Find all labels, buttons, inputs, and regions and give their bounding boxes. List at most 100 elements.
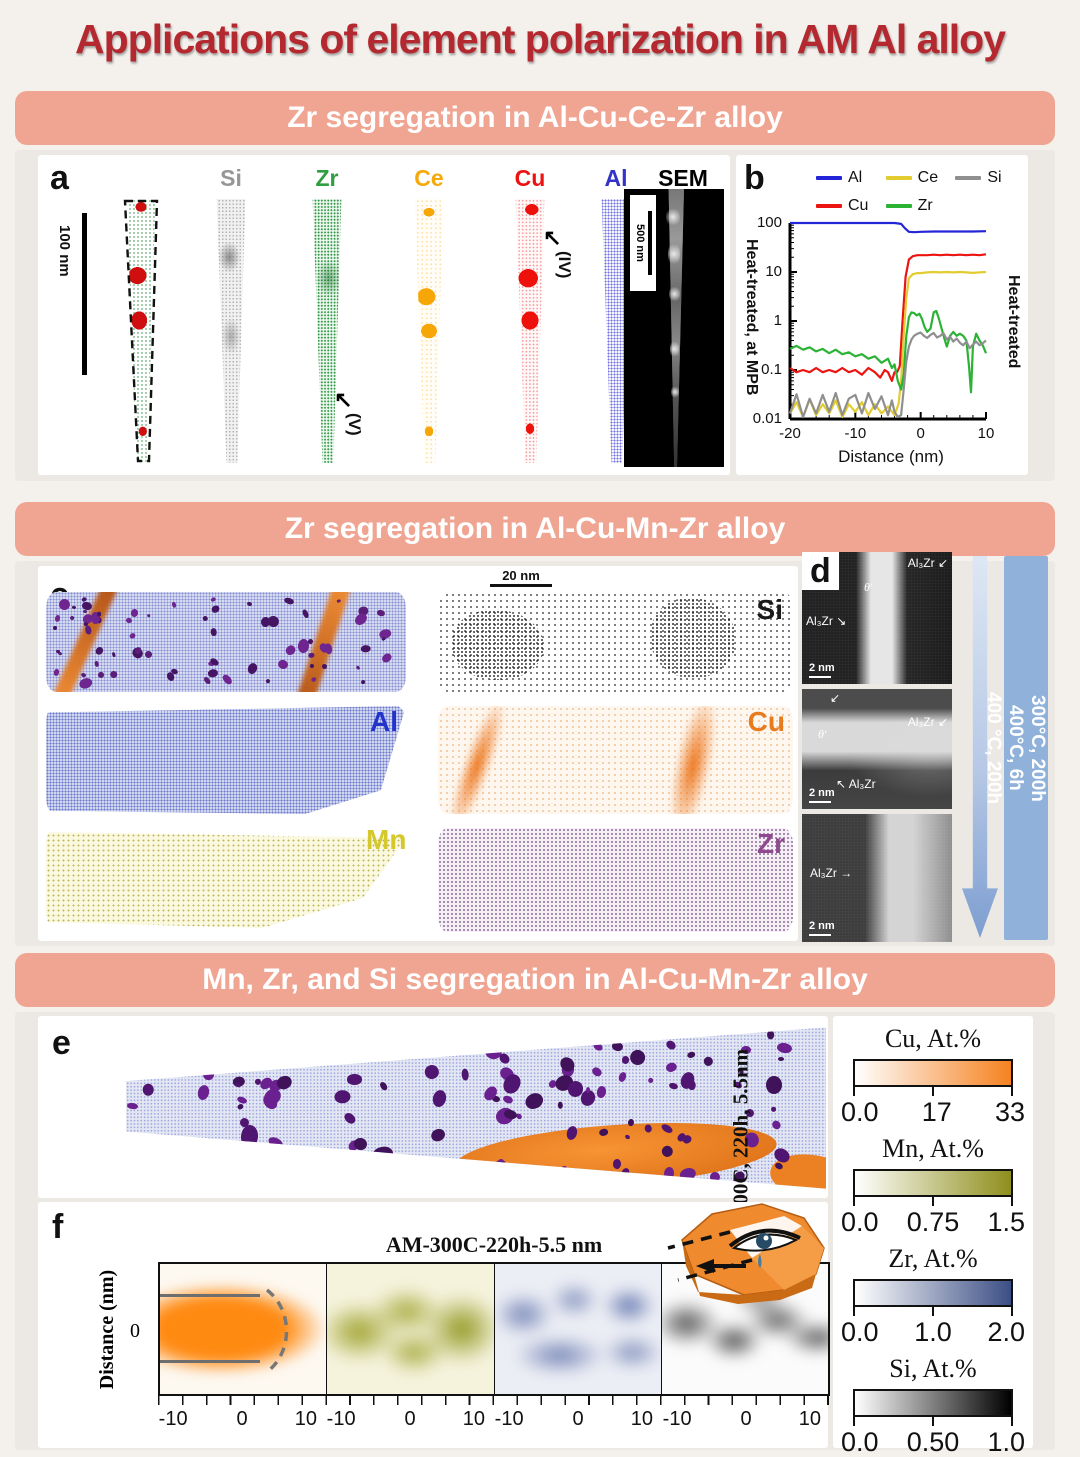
precipitate-blob: [376, 608, 386, 617]
precipitate-blob: [585, 1086, 591, 1093]
column-label-sem: SEM: [658, 165, 708, 191]
precipitate-blob: [245, 662, 258, 676]
arrow-iv-icon: ↖: [543, 225, 562, 250]
precipitate-blob: [702, 1055, 716, 1068]
legend-label: Ce: [917, 169, 939, 186]
xtick: 10: [630, 1408, 653, 1430]
precipitate-blob: [266, 613, 282, 629]
atom-map-composite: [96, 199, 186, 463]
precipitate-blob: [490, 1042, 499, 1051]
panel-f: f AM-300C-220h-5.5 nm Distance (nm) 0: [38, 1202, 830, 1448]
xtick: 10: [294, 1408, 317, 1430]
precipitate-blob: [171, 601, 177, 609]
sampling-cartoon: [667, 1203, 825, 1304]
scalebar-100nm-line: [82, 213, 87, 375]
precipitate-blob: [126, 1102, 138, 1110]
precipitate-blob: [770, 1118, 783, 1131]
legend-item-cu: Cu: [816, 197, 882, 215]
column-label-cu: Cu: [514, 165, 546, 191]
precipitate-blob: [562, 1165, 568, 1171]
precipitate-blob: [239, 1124, 259, 1149]
precipitate-blob: [428, 1126, 447, 1144]
precipitate-blob: [277, 658, 291, 671]
stem-image-2: ↙ Al₃Zr ↙ θ′ ↖ Al₃Zr 2 nm: [802, 689, 952, 809]
precipitate-blob: [347, 1074, 362, 1085]
precipitate-blob: [361, 644, 372, 653]
precipitate-blob: [343, 1111, 359, 1126]
precipitate-blob: [380, 652, 394, 665]
sem-bright-spot: [670, 339, 679, 359]
colorbar-zr-labels: 0.0 1.0 2.0: [841, 1317, 1025, 1347]
map-label-al: Al: [370, 706, 398, 737]
column-label-ce: Ce: [414, 165, 444, 191]
precipitate-blob: [414, 1033, 424, 1043]
precipitate-blob: [627, 1118, 634, 1126]
map-mn: [46, 832, 406, 928]
precipitate-blob: [355, 665, 361, 671]
section-header-3-text: Mn, Zr, and Si segregation in Al-Cu-Mn-Z…: [202, 963, 868, 996]
precipitate-blob: [494, 1170, 515, 1189]
sem-bright-spot: [666, 207, 680, 227]
precipitate-blob: [97, 611, 102, 616]
precipitate-blob: [378, 1080, 389, 1092]
precipitate-blob: [125, 617, 133, 624]
colorbar-si-gradient: [853, 1389, 1013, 1417]
precipitate-blob: [591, 1041, 604, 1053]
precipitate-blob: [110, 651, 116, 658]
precipitate-blob: [380, 636, 386, 641]
section-header-2-text: Zr segregation in Al-Cu-Mn-Zr alloy: [284, 512, 786, 545]
precipitate-blob: [272, 1147, 287, 1163]
mn-heat-blob: [327, 1264, 494, 1394]
precipitate-blob: [664, 1038, 677, 1051]
precipitate-blob: [109, 670, 118, 679]
precipitate-blob: [355, 1053, 364, 1062]
precipitate-blob: [94, 660, 100, 668]
annotation-iv: (IV): [555, 251, 574, 279]
precipitate-blob: [590, 1066, 604, 1079]
sem-image: 500 nm: [624, 189, 724, 467]
legend-item-zr: Zr: [885, 197, 952, 215]
condition-1: 300°C, 200h: [1027, 694, 1048, 802]
dashed-arc: [265, 1288, 289, 1374]
xtick: -10: [662, 1408, 692, 1430]
stem3-scalebar: 2 nm: [809, 920, 835, 936]
colorbar-mn-labels: 0.0 0.75 1.5: [841, 1207, 1025, 1237]
precipitate-blob: [94, 645, 106, 657]
precipitate-blob: [224, 1166, 236, 1179]
panel-b-label: b: [744, 159, 765, 197]
map-composite: [46, 592, 406, 692]
map-cu: Cu: [438, 706, 793, 814]
panel-d-label: d: [802, 552, 839, 590]
panel-f-ylabel: Distance (nm): [96, 1269, 119, 1389]
panel-e: e 300C, 220h, 5.5nm: [38, 1016, 828, 1215]
y-axis-tick-label: 100: [756, 214, 782, 231]
legend-label: Si: [987, 169, 1002, 186]
precipitate-blob: [283, 596, 295, 606]
xtick: 10: [462, 1408, 485, 1430]
precipitate-blob: [425, 1174, 442, 1189]
line-chart: 100 10 1 0.1 0.01 -20 -10 0 10: [753, 214, 995, 444]
precipitate-blob: [91, 611, 101, 625]
precipitate-blob: [142, 1083, 154, 1096]
page-title: Applications of element polarization in …: [74, 16, 1006, 62]
chart-legend: Al Ce Si Cu Zr: [816, 169, 1021, 215]
precipitate-blob: [769, 1105, 777, 1113]
y-axis-tick-label: 1: [773, 312, 782, 329]
heatmap-cu: [160, 1264, 328, 1394]
precipitate-blob: [431, 1089, 448, 1109]
cu-band: [441, 706, 513, 814]
section-header-1-text: Zr segregation in Al-Cu-Ce-Zr alloy: [287, 101, 783, 134]
precipitate-blob: [299, 1146, 317, 1164]
x-axis-minor-ticks: [158, 1396, 830, 1405]
precipitate-blob: [334, 1089, 351, 1104]
colorbar-mn-gradient: [853, 1169, 1013, 1197]
precipitate-blob: [51, 625, 58, 631]
precipitate-blob: [82, 609, 87, 614]
precipitate-blob: [144, 650, 153, 659]
stem3-al3zr: Al₃Zr →: [810, 866, 853, 880]
sem-scalebar-label: 500 nm: [634, 224, 646, 262]
precipitate-blob: [618, 1071, 628, 1083]
precipitate-blob: [516, 1036, 528, 1049]
precipitate-blob: [207, 668, 219, 678]
stem2-arrow-top: ↙: [830, 691, 841, 705]
